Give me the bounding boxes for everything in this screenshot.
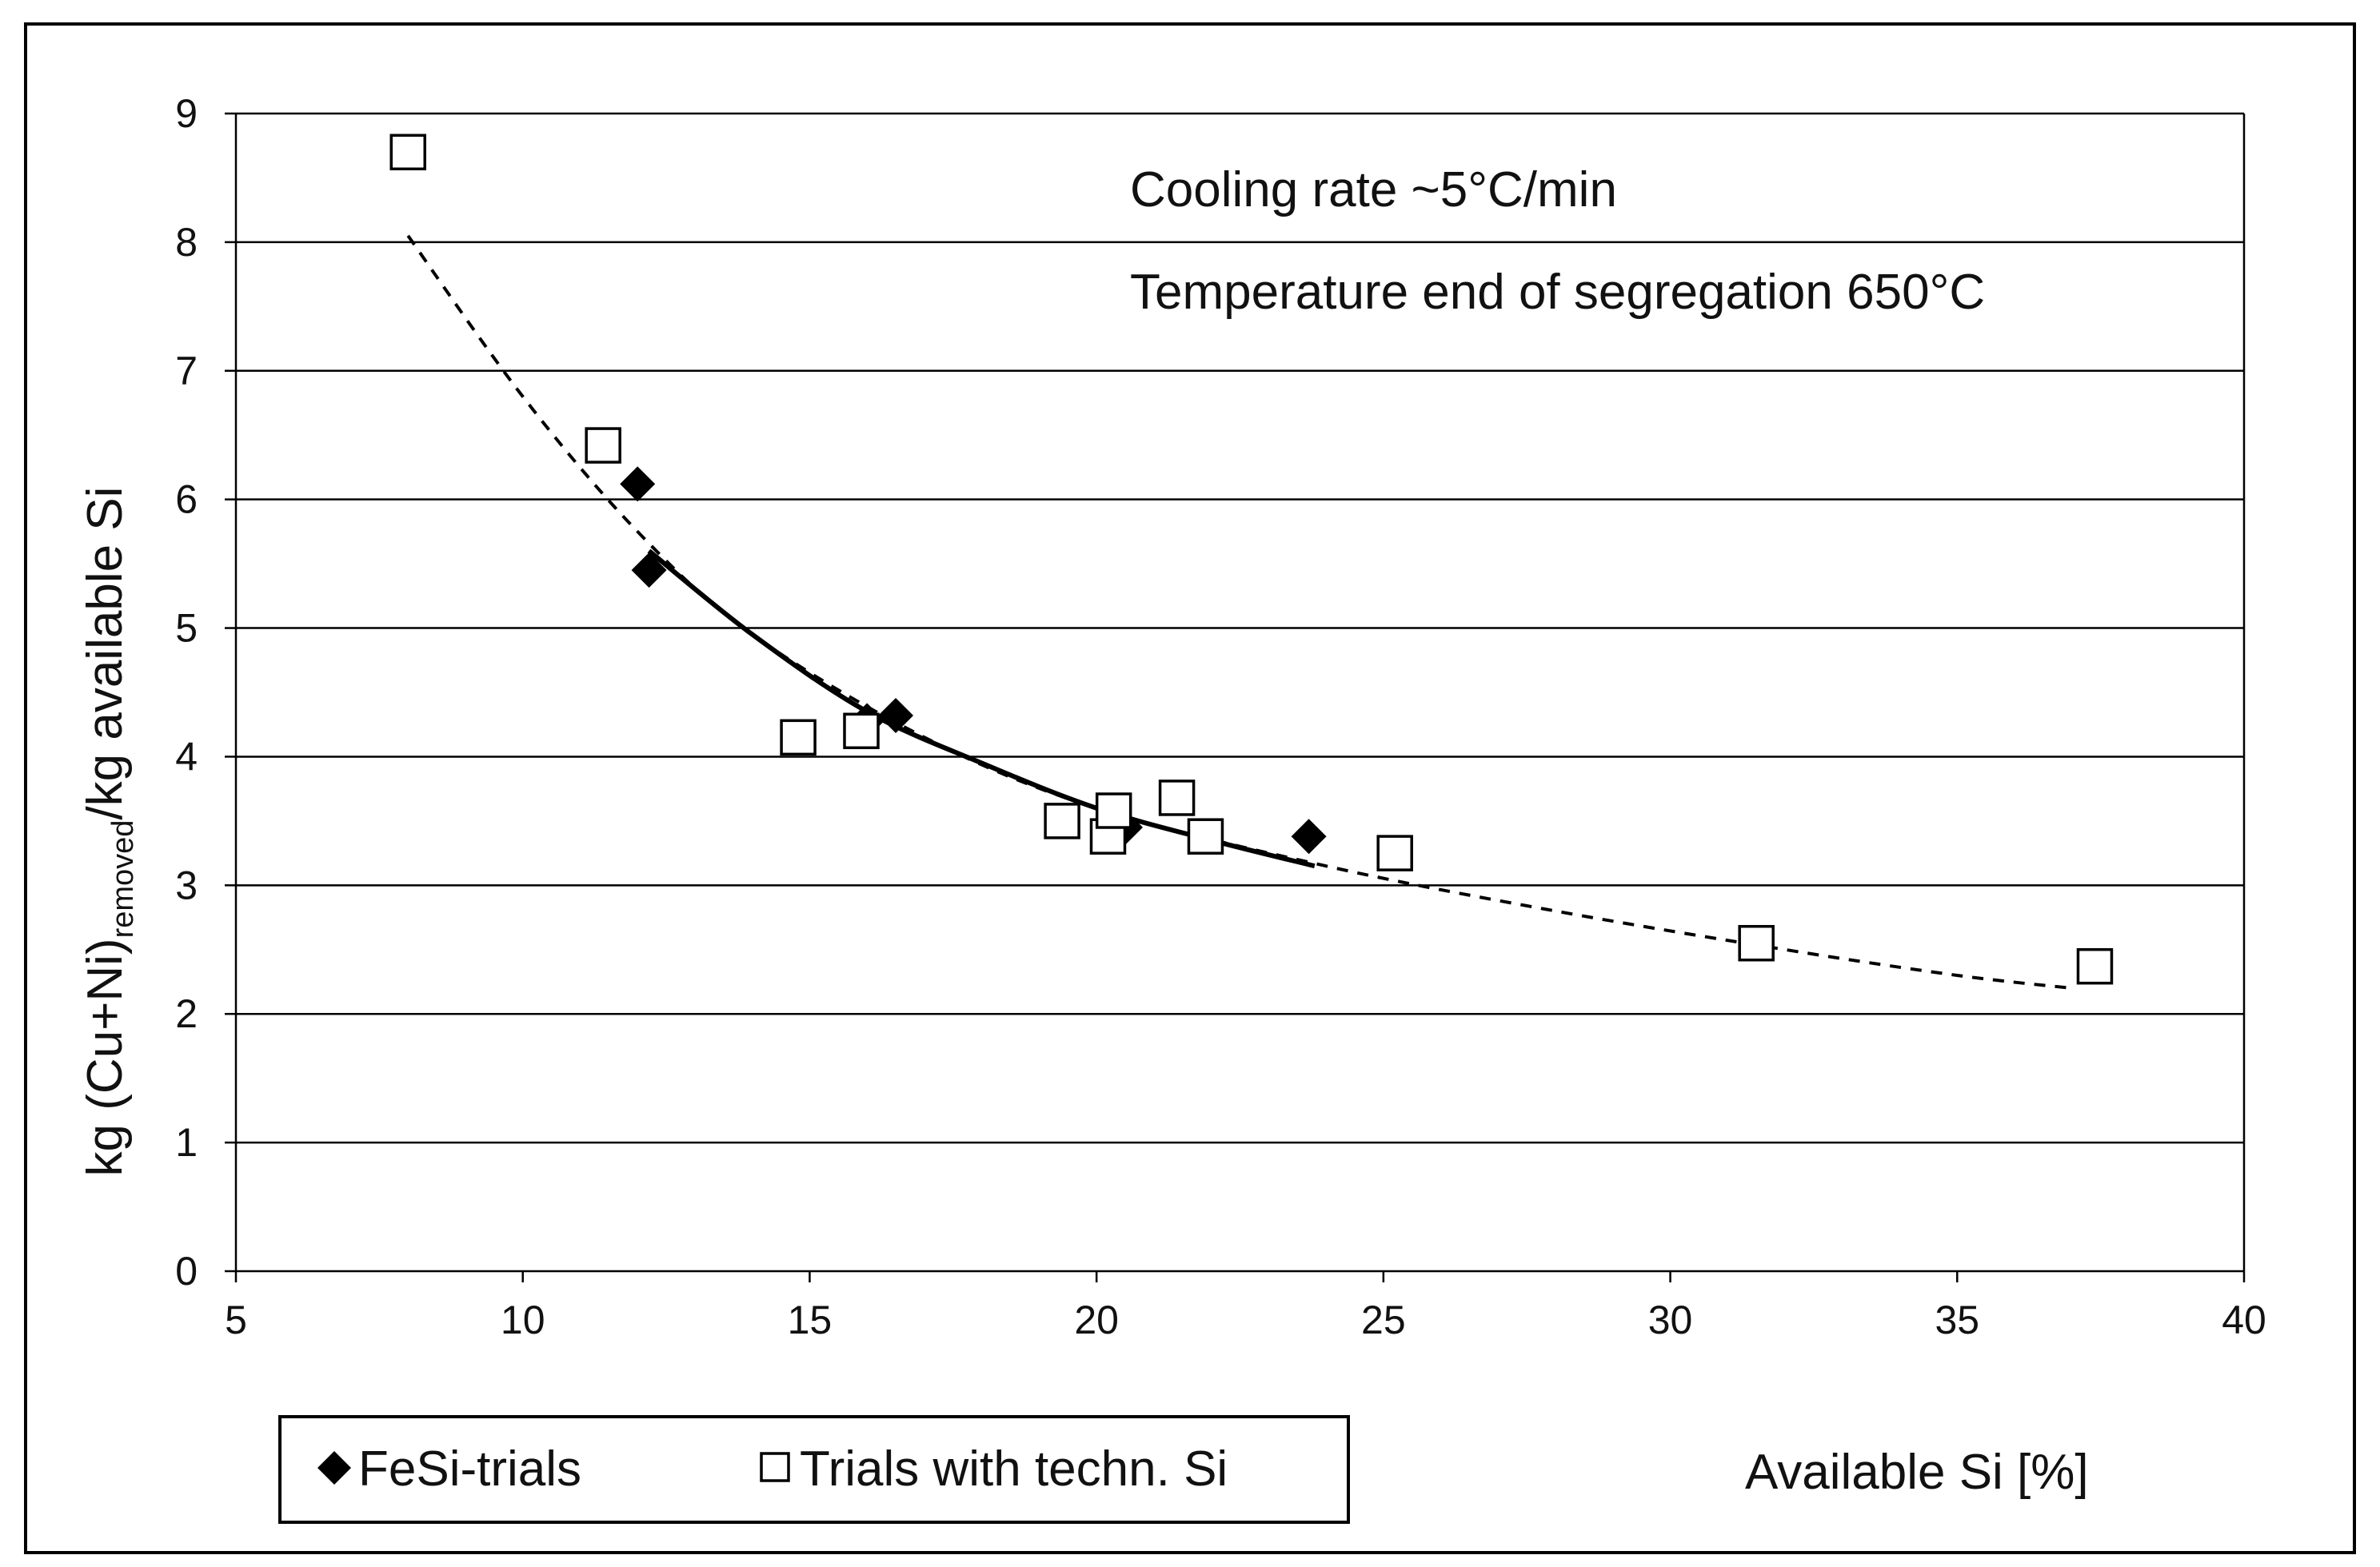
legend-label-techn-si: Trials with techn. Si xyxy=(800,1441,1228,1497)
x-tick-label: 35 xyxy=(1935,1298,1979,1342)
axes xyxy=(234,114,2246,1273)
y-tick-label: 0 xyxy=(175,1249,198,1294)
fesi-point xyxy=(1291,819,1327,855)
techn-si-point xyxy=(1095,792,1132,829)
x-tick-label: 30 xyxy=(1648,1298,1693,1342)
legend-box xyxy=(278,1415,1350,1524)
legend-diamond-icon xyxy=(317,1451,351,1485)
y-tick-label: 5 xyxy=(175,606,198,651)
y-tick-label: 3 xyxy=(175,863,198,907)
techn-si-point xyxy=(843,712,880,750)
techn-si-point xyxy=(780,719,817,756)
legend-square-icon xyxy=(760,1452,790,1482)
ticks: 0 1 2 3 4 5 6 7 8 9 5 10 15 20 25 30 35 40 xyxy=(175,91,2266,1342)
legend-label-fesi: FeSi-trials xyxy=(358,1441,581,1497)
y-axis-title-tail: /kg available Si xyxy=(78,487,133,820)
legend: FeSi-trials Trials with techn. Si xyxy=(278,1415,1350,1524)
x-tick-label: 15 xyxy=(788,1298,833,1342)
y-axis-title-main: kg (Cu+Ni) xyxy=(78,938,133,1176)
fesi-point xyxy=(878,697,914,733)
techn-si-point xyxy=(389,134,426,171)
x-tick-label: 40 xyxy=(2222,1298,2266,1342)
techn-si-point xyxy=(585,427,621,464)
techn-si-point xyxy=(1044,803,1080,839)
techn-si-point xyxy=(1187,818,1224,855)
x-axis-title: Available Si [%] xyxy=(1745,1445,2089,1500)
techn-si-point xyxy=(1376,835,1413,871)
y-tick-label: 4 xyxy=(175,734,198,779)
y-axis-title: kg (Cu+Ni)removed/kg available Si xyxy=(78,487,140,1177)
fesi-point xyxy=(631,552,667,588)
annotation-cooling-rate: Cooling rate ~5°C/min xyxy=(1130,162,1617,217)
data-points xyxy=(389,134,2114,985)
annotation-temperature: Temperature end of segregation 650°C xyxy=(1130,265,1985,320)
x-tick-label: 20 xyxy=(1074,1298,1119,1342)
x-tick-label: 10 xyxy=(501,1298,545,1342)
techn-si-point xyxy=(2076,947,2114,985)
y-tick-label: 7 xyxy=(175,349,198,393)
fesi-point xyxy=(620,466,656,502)
y-tick-label: 2 xyxy=(175,991,198,1036)
gridlines xyxy=(236,112,2244,1144)
techn-si-point xyxy=(1158,780,1196,816)
x-tick-label: 5 xyxy=(225,1298,247,1342)
y-tick-label: 1 xyxy=(175,1120,198,1165)
y-tick-label: 6 xyxy=(175,477,198,522)
y-axis-title-subscript: removed xyxy=(106,820,140,939)
x-tick-label: 25 xyxy=(1361,1298,1406,1342)
techn-si-point xyxy=(1738,924,1775,962)
y-tick-label: 8 xyxy=(175,220,198,265)
y-tick-label: 9 xyxy=(175,91,198,136)
